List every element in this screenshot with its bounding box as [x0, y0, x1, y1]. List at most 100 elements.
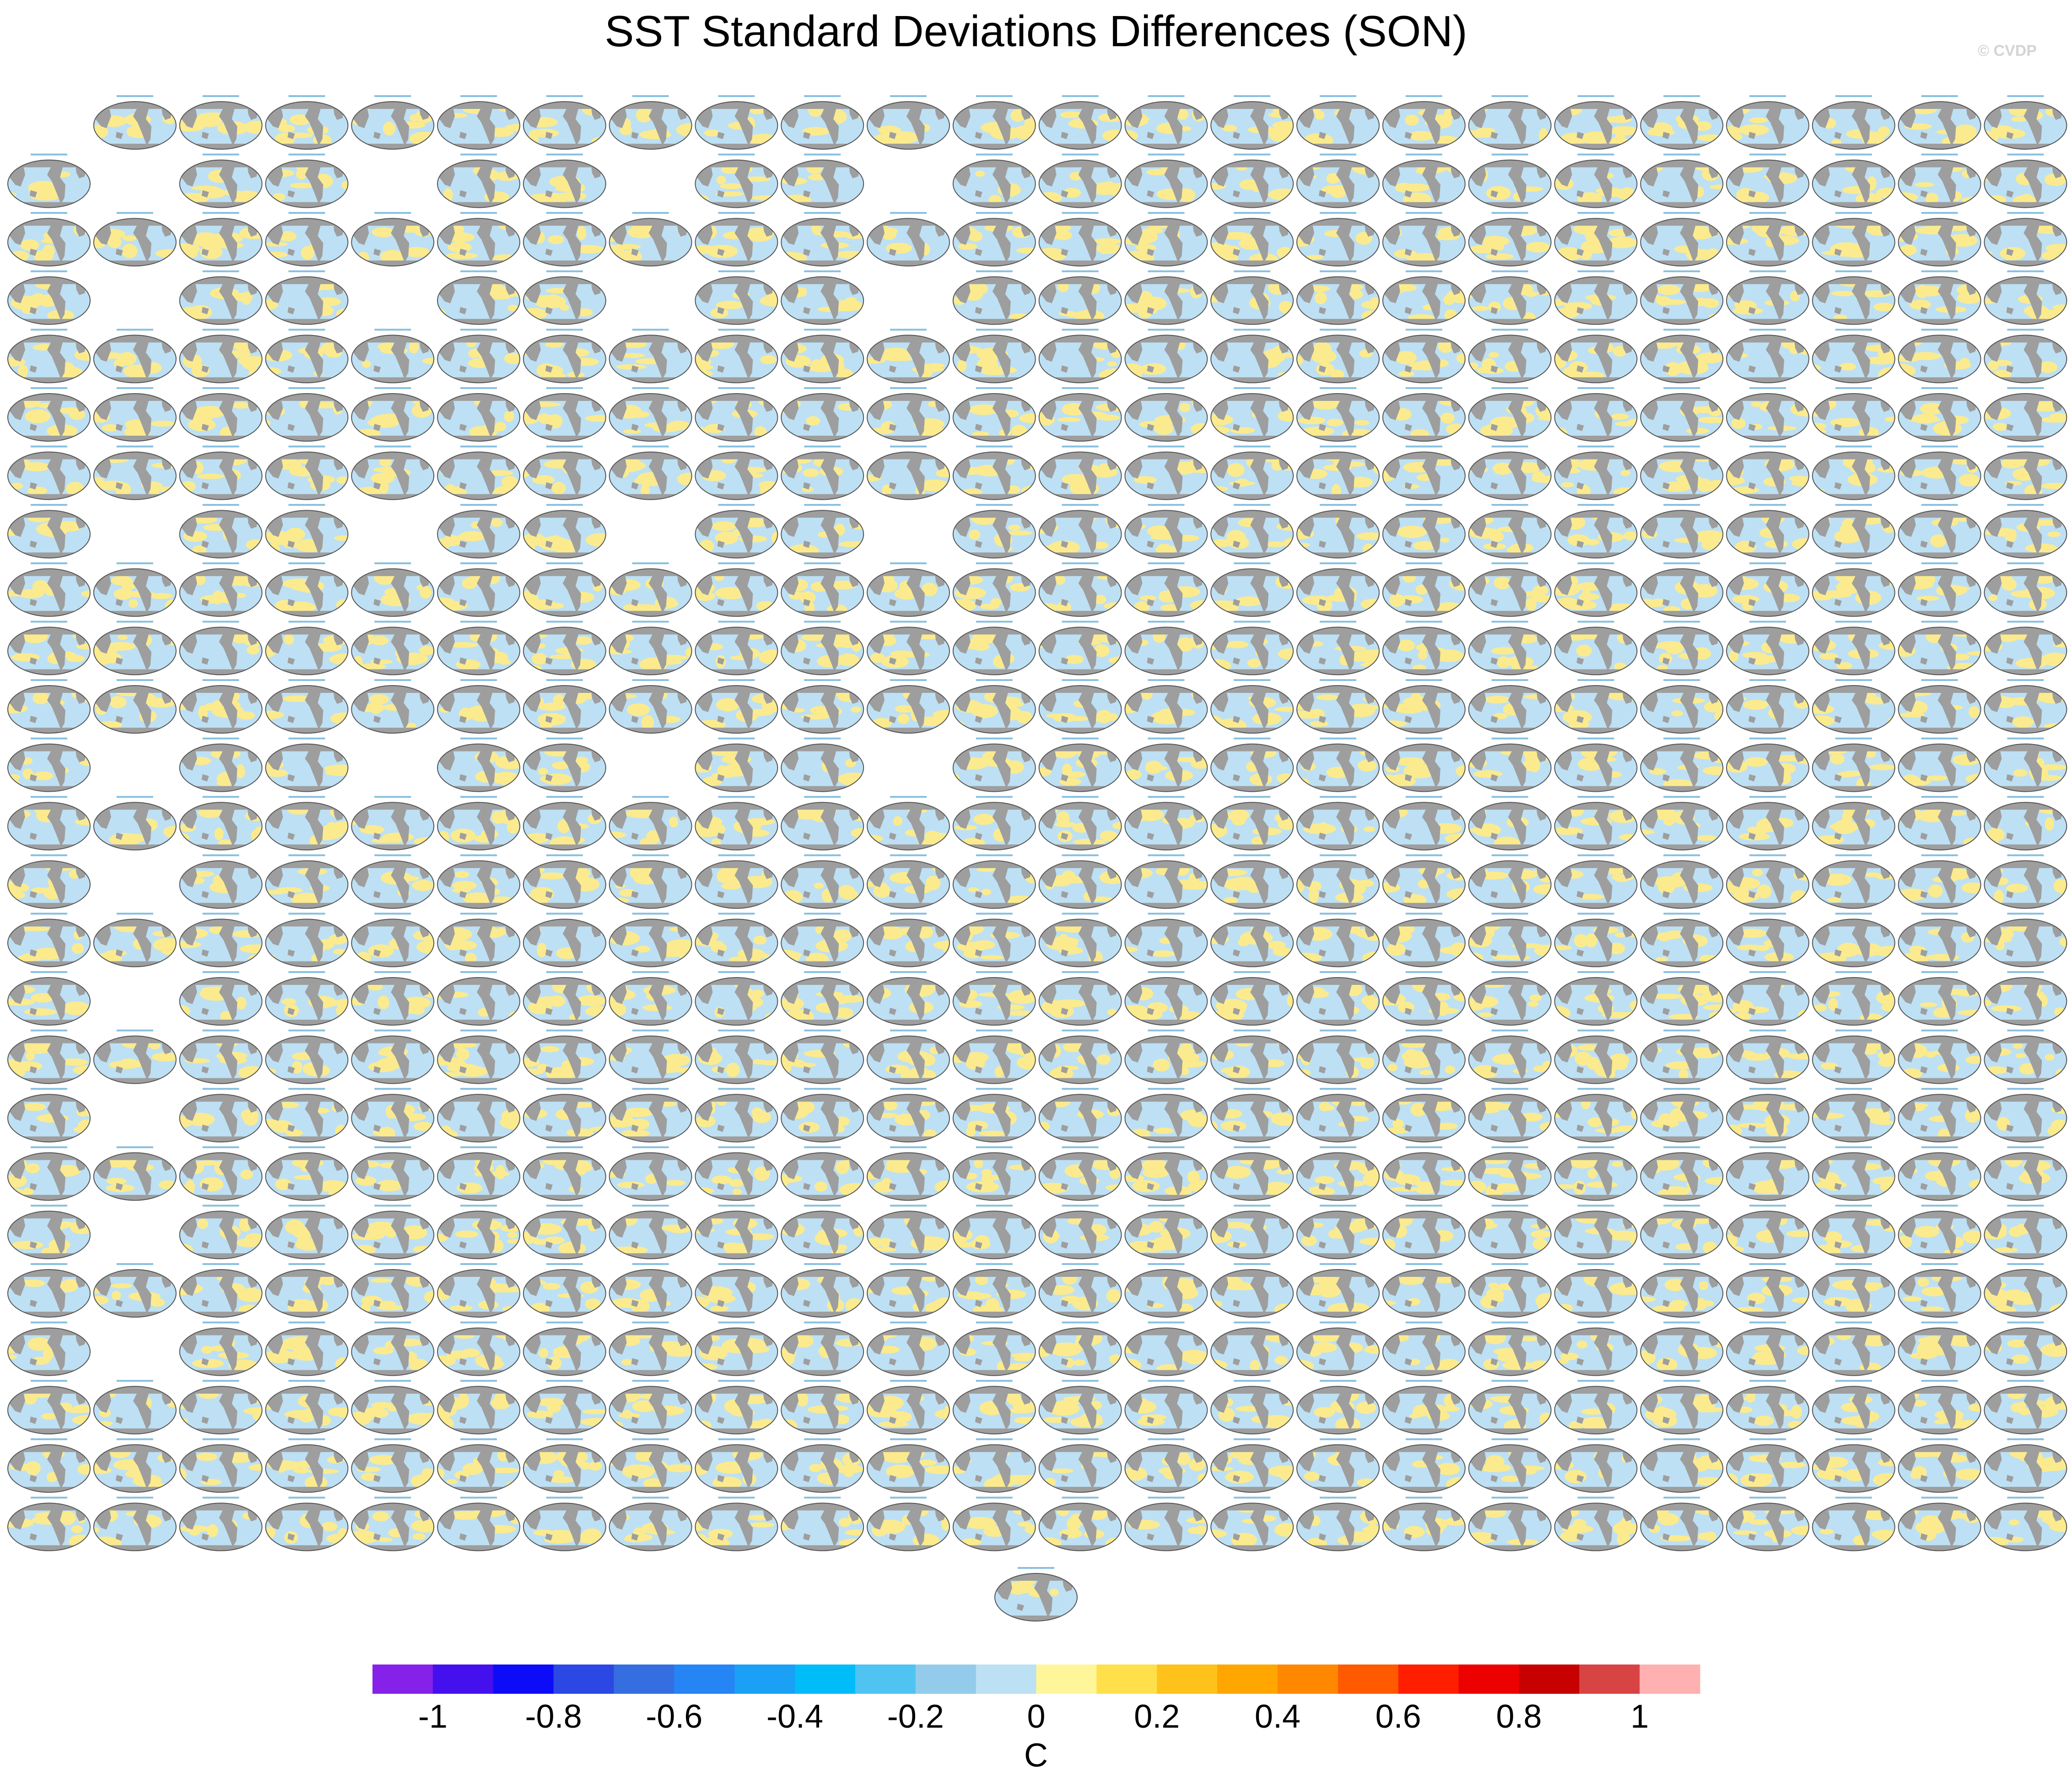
map-panel-r3-c11 — [867, 212, 950, 267]
map-panel-r3-c7 — [523, 212, 606, 267]
map-panel-r3-c19 — [1554, 212, 1638, 267]
map-panel-r1-c11 — [867, 95, 950, 150]
map-panel-r2-c9 — [695, 153, 778, 208]
map-panel-r6-c2 — [93, 387, 177, 442]
colorbar-box-10 — [976, 1665, 1036, 1694]
map-panel-r5-c18 — [1468, 329, 1552, 384]
map-panel-r1-c22 — [1812, 95, 1895, 150]
colorbar-box-5 — [674, 1665, 735, 1694]
colorbar-box-16 — [1338, 1665, 1399, 1694]
figure-title: SST Standard Deviations Differences (SON… — [604, 7, 1468, 56]
map-panel-r6-c8 — [609, 387, 692, 442]
colorbar-box-17 — [1398, 1665, 1459, 1694]
colorbar-tick-label: 0.6 — [1376, 1698, 1421, 1735]
map-panel-r2-c1 — [7, 153, 91, 208]
map-panel-r1-c3 — [179, 95, 263, 150]
colorbar-box-18 — [1458, 1665, 1519, 1694]
map-panel-r6-c17 — [1382, 387, 1466, 442]
colorbar-unit-label: C — [1024, 1737, 1048, 1774]
colorbar-box-11 — [1036, 1665, 1097, 1694]
map-panel-r5-c6 — [437, 329, 520, 384]
map-panel-r4-c10 — [781, 270, 864, 325]
map-panel-r5-c5 — [351, 329, 435, 384]
map-panel-r6-c11 — [867, 387, 950, 442]
colorbar-tick-label: 0.4 — [1255, 1698, 1300, 1735]
colorbar-boxes — [372, 1665, 1700, 1694]
map-panel-r5-c1 — [7, 329, 91, 384]
map-panel-r6-c9 — [695, 387, 778, 442]
map-panel-r5-c9 — [695, 329, 778, 384]
map-panel-r3-c2 — [93, 212, 177, 267]
map-panel-r6-c13 — [1038, 387, 1122, 442]
map-panel-r2-c7 — [523, 153, 606, 208]
colorbar-box-0 — [372, 1665, 433, 1694]
map-panel-r4-c20 — [1640, 270, 1724, 325]
map-panel-r7-c7 — [523, 445, 606, 500]
colorbar-box-15 — [1277, 1665, 1338, 1694]
map-panel-r6-c21 — [1726, 387, 1809, 442]
map-panel-r2-c24 — [1984, 153, 2067, 208]
map-panel-r6-c12 — [952, 387, 1036, 442]
map-panel-r4-c16 — [1296, 270, 1380, 325]
colorbar-box-9 — [915, 1665, 977, 1694]
colorbar-box-14 — [1217, 1665, 1278, 1694]
map-panel-r3-c18 — [1468, 212, 1552, 267]
map-panel-r2-c23 — [1898, 153, 1981, 208]
map-panel-r2-c22 — [1812, 153, 1895, 208]
map-panel-r2-c6 — [437, 153, 520, 208]
colorbar-box-2 — [493, 1665, 554, 1694]
map-panel-r4-c6 — [437, 270, 520, 325]
colorbar-box-1 — [432, 1665, 494, 1694]
colorbar-box-4 — [614, 1665, 674, 1694]
colorbar-box-21 — [1640, 1665, 1700, 1694]
map-panel-r1-c14 — [1124, 95, 1208, 150]
colorbar-tick-label: -0.4 — [766, 1698, 823, 1735]
map-panel-r3-c22 — [1812, 212, 1895, 267]
colorbar-tick-labels: -1 -0.8 -0.6 -0.4 -0.2 0 0.2 0.4 0.6 0.8 1 — [418, 1698, 1649, 1735]
colorbar-tick-label: 0 — [1027, 1698, 1045, 1735]
map-panel-r3-c1 — [7, 212, 91, 267]
colorbar-tick-label: 1 — [1630, 1698, 1649, 1735]
map-panel-r1-c10 — [781, 95, 864, 150]
colorbar-box-6 — [734, 1665, 795, 1694]
map-panel-r2-c19 — [1554, 153, 1638, 208]
map-panel-r6-c1 — [7, 387, 91, 442]
map-panel-r5-c7 — [523, 329, 606, 384]
colorbar-box-12 — [1096, 1665, 1157, 1694]
map-panel-r3-c21 — [1726, 212, 1809, 267]
map-panel-r7-c3 — [179, 445, 263, 500]
map-panel-r4-c4 — [265, 270, 349, 325]
map-panel-r5-c21 — [1726, 329, 1809, 384]
colorbar-tick-label: -0.2 — [887, 1698, 944, 1735]
map-panel-r5-c11 — [867, 329, 950, 384]
map-panel-r1-c4 — [265, 95, 349, 150]
colorbar-box-8 — [855, 1665, 916, 1694]
map-panel-r3-c8 — [609, 212, 692, 267]
map-panel-r4-c9 — [695, 270, 778, 325]
map-panel-r5-c3 — [179, 329, 263, 384]
map-panel-r6-c20 — [1640, 387, 1724, 442]
map-panel-r3-c20 — [1640, 212, 1724, 267]
map-panel-r6-c14 — [1124, 387, 1208, 442]
colorbar-tick-label: -0.6 — [646, 1698, 702, 1735]
map-panel-r3-c16 — [1296, 212, 1380, 267]
colorbar-box-20 — [1579, 1665, 1640, 1694]
colorbar-box-3 — [553, 1665, 614, 1694]
map-panel-r5-c10 — [781, 329, 864, 384]
colorbar-tick-label: 0.2 — [1134, 1698, 1180, 1735]
colorbar-tick-label: -0.8 — [525, 1698, 582, 1735]
colorbar-box-7 — [795, 1665, 856, 1694]
colorbar-tick-label: 0.8 — [1496, 1698, 1542, 1735]
map-panel-r6-c22 — [1812, 387, 1895, 442]
cvdp-watermark: © CVDP — [1978, 42, 2037, 59]
map-panel-r5-c4 — [265, 329, 349, 384]
map-panel-r2-c3 — [179, 153, 263, 208]
map-panel-r5-c14 — [1124, 329, 1208, 384]
map-panel-r4-c24 — [1984, 270, 2067, 325]
map-panel-r4-c13 — [1038, 270, 1122, 325]
map-panel-r6-c6 — [437, 387, 520, 442]
colorbar-box-13 — [1157, 1665, 1218, 1694]
map-panel-r7-c1 — [7, 445, 91, 500]
